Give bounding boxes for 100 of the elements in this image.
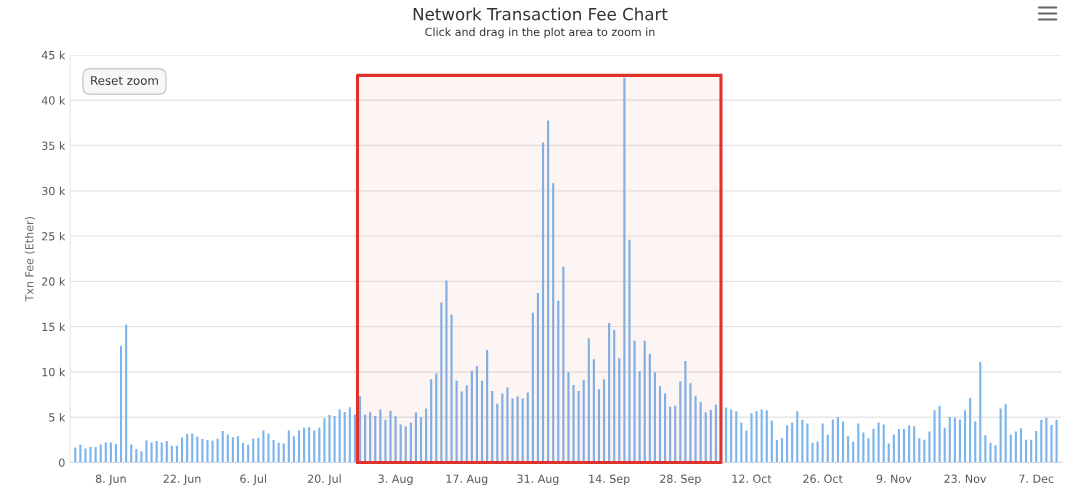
- bar: [582, 379, 585, 463]
- bar: [450, 314, 453, 463]
- bar: [394, 416, 397, 463]
- bar: [419, 417, 423, 463]
- bar: [608, 322, 611, 463]
- x-tick-label: 28. Sep: [660, 474, 701, 486]
- bar: [872, 428, 875, 463]
- bar: [150, 442, 153, 463]
- x-tick-label: 8. Jun: [95, 474, 126, 485]
- bar: [191, 433, 194, 463]
- bar: [267, 433, 270, 463]
- bar: [572, 385, 575, 463]
- bar: [374, 415, 377, 463]
- bar: [811, 442, 814, 463]
- y-tick-label: 25 k: [42, 231, 66, 241]
- x-tick-label: 31. Aug: [517, 474, 559, 486]
- bar: [313, 430, 316, 463]
- bar: [435, 373, 438, 463]
- bar: [597, 389, 601, 463]
- bar: [252, 438, 255, 463]
- bar: [308, 427, 311, 463]
- bar: [841, 421, 845, 463]
- bar: [958, 419, 962, 463]
- bar: [557, 300, 560, 463]
- bar: [1009, 434, 1012, 463]
- bar: [908, 425, 911, 463]
- bar: [938, 405, 941, 463]
- bar: [526, 392, 529, 463]
- bar: [409, 422, 412, 463]
- x-tick-label: 3. Aug: [378, 474, 413, 486]
- bar: [877, 422, 880, 463]
- bar: [125, 324, 128, 463]
- bar: [648, 353, 651, 463]
- x-tick-label: 7. Dec: [1019, 474, 1054, 483]
- bar: [155, 440, 158, 463]
- bar: [186, 434, 189, 463]
- bar: [994, 445, 997, 463]
- bar: [577, 390, 580, 463]
- bar: [440, 302, 443, 463]
- bar: [725, 407, 728, 463]
- bar: [216, 438, 219, 463]
- bar: [963, 410, 967, 463]
- y-tick-label: 35 k: [42, 141, 66, 150]
- bar: [292, 436, 295, 463]
- bar: [679, 381, 682, 463]
- bar: [486, 350, 489, 463]
- bar: [94, 446, 97, 463]
- bar: [236, 436, 240, 463]
- bar: [531, 312, 534, 463]
- bar: [602, 379, 606, 463]
- bar: [272, 440, 275, 463]
- bar: [114, 444, 118, 463]
- bar: [226, 434, 229, 463]
- bar: [892, 434, 895, 463]
- bar: [948, 416, 951, 463]
- bar: [348, 407, 351, 463]
- bar: [506, 387, 509, 463]
- bar: [1055, 419, 1058, 463]
- x-tick-label: 20. Jul: [307, 474, 341, 485]
- bar: [735, 411, 738, 463]
- x-tick-label: 6. Jul: [240, 474, 266, 485]
- bar: [633, 340, 636, 463]
- bar: [755, 411, 758, 463]
- bar: [999, 408, 1002, 463]
- bar: [455, 380, 458, 463]
- bar: [923, 439, 926, 463]
- y-tick-label: 15 k: [42, 322, 66, 332]
- bar: [745, 430, 748, 463]
- bar: [536, 292, 540, 463]
- bar: [714, 404, 717, 463]
- bar: [821, 423, 824, 463]
- bar: [353, 414, 356, 463]
- bar: [913, 426, 916, 463]
- bar: [684, 361, 687, 463]
- y-tick-label: 20 k: [42, 277, 66, 286]
- bar: [826, 434, 829, 463]
- bar: [1030, 439, 1033, 463]
- bar: [1035, 430, 1038, 463]
- y-tick-label: 45 k: [41, 50, 66, 60]
- bar: [541, 142, 545, 463]
- bar: [425, 408, 428, 463]
- bar: [786, 425, 789, 463]
- bar: [689, 383, 692, 463]
- bar: [857, 423, 860, 463]
- bar: [969, 397, 972, 463]
- bar: [521, 398, 524, 463]
- bar: [699, 401, 702, 463]
- bar: [658, 386, 662, 463]
- bar: [943, 427, 946, 463]
- bar: [180, 437, 184, 463]
- bar: [511, 398, 514, 463]
- bar: [1019, 428, 1023, 463]
- bar: [145, 440, 148, 463]
- bar: [989, 442, 992, 463]
- bar: [358, 396, 362, 463]
- bar: [567, 372, 570, 463]
- bar: [323, 418, 326, 463]
- bar: [389, 410, 392, 463]
- bar: [470, 370, 473, 463]
- bar: [694, 396, 697, 463]
